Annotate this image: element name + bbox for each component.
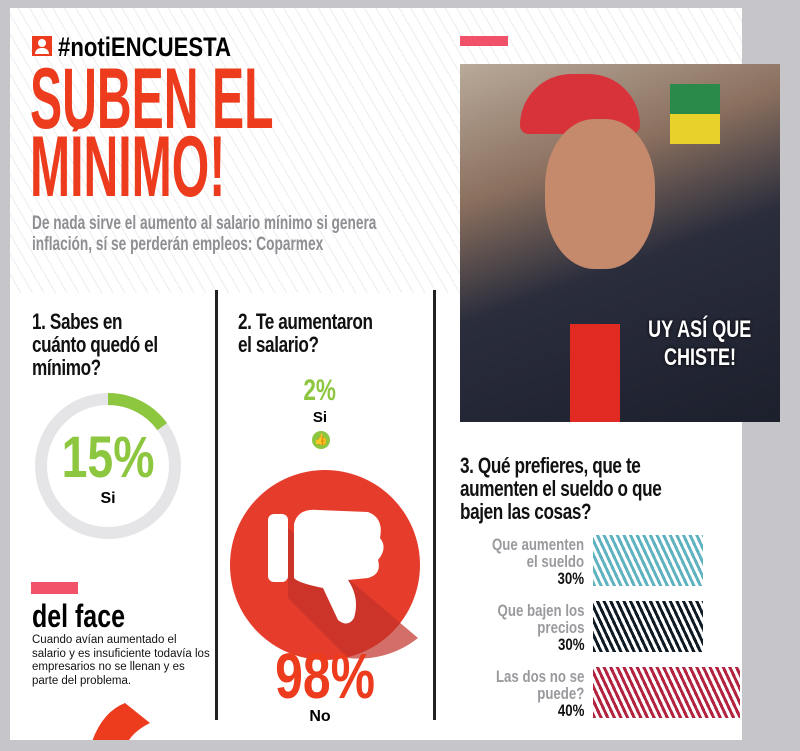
q1-ring-chart [35,393,181,539]
title-line-2: MÍNIMO! [30,119,226,215]
q1-line: 1. Sabes en [32,309,123,334]
meme-photo: UY ASÍ QUE CHISTE! [460,64,780,422]
caption-line-1: UY ASÍ QUE [648,316,752,343]
comment-text: Cuando avían aumentado el salario y es i… [32,634,210,687]
thumbs-down-icon [230,470,420,660]
accent-bar [31,582,78,594]
q3-label-line: precios [536,618,584,637]
q3-line: 3. Qué prefieres, que te [460,453,641,478]
subtitle-line-2: inflación, sí se perderán empleos: Copar… [32,234,324,255]
q3-bar-label: Que bajen los precios 30% [497,602,584,653]
thumbs-up-icon: 👍 [312,431,330,449]
title-line-1: SUBEN EL [30,51,274,147]
hashtag: #notiENCUESTA [58,32,232,62]
q1-line: cuánto quedó el [32,332,158,357]
accent-bar [460,36,508,46]
q3-label-line: Que bajen los [497,601,584,620]
q3-line: bajen las cosas? [460,499,592,524]
q3-value: 40% [557,701,584,720]
q3-bar-label: Las dos no se puede? 40% [496,668,584,719]
q2-no-value: 98% [275,640,375,712]
q3-label-line: el sueldo [526,552,584,571]
q2-yes-value: 2% [303,374,337,407]
q3-bar [593,535,704,586]
q3-value: 30% [557,569,584,588]
q3-label-line: puede? [536,684,584,703]
user-icon [32,36,52,56]
q2-no-label: No [309,708,331,725]
q2-yes-label: Si [312,409,328,426]
caption-line-2: CHISTE! [664,344,736,371]
divider [215,290,218,720]
q3-bar [593,601,704,652]
subtitle-line-1: De nada sirve el aumento al salario míni… [32,213,377,234]
q3-bar [593,667,740,718]
divider [433,290,436,720]
q3-label-line: Que aumenten [491,535,584,554]
comment-title: del face [32,598,125,634]
q3-bar-label: Que aumenten el sueldo 30% [492,536,584,587]
ring-fill [35,393,181,539]
q3-label-line: Las dos no se [495,667,584,686]
decorative-arc [92,703,150,740]
q2-line: 2. Te aumentaron [238,309,373,334]
q1-line: mínimo? [32,355,101,380]
q2-line: el salario? [238,332,319,357]
q3-value: 30% [557,635,584,654]
q1-value: 15% [61,425,155,490]
q3-line: aumenten el sueldo o que [460,476,662,501]
q1-label: Si [100,490,116,507]
